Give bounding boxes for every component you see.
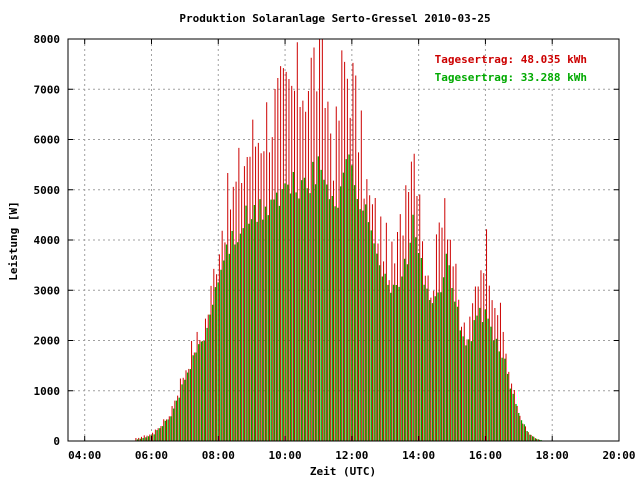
x-tick-label: 12:00 (335, 449, 368, 462)
y-tick-label: 0 (53, 435, 60, 448)
x-tick-label: 04:00 (68, 449, 101, 462)
x-tick-label: 20:00 (602, 449, 635, 462)
x-axis-label: Zeit (UTC) (310, 465, 376, 478)
y-tick-label: 8000 (34, 33, 61, 46)
chart-title: Produktion Solaranlage Serto-Gressel 201… (179, 12, 490, 25)
y-tick-label: 1000 (34, 385, 61, 398)
y-tick-label: 6000 (34, 134, 61, 147)
annotation-red-yield: Tagesertrag: 48.035 kWh (435, 53, 587, 66)
x-axis-ticks: 04:00 06:00 08:00 10:00 12:00 14:00 16:00 18:00… (68, 39, 636, 462)
x-tick-label: 14:00 (402, 449, 435, 462)
y-axis-label: Leistung [W] (7, 201, 20, 280)
x-tick-label: 16:00 (469, 449, 502, 462)
green-series-bars (136, 154, 545, 441)
x-tick-label: 08:00 (202, 449, 235, 462)
y-tick-label: 4000 (34, 234, 61, 247)
y-tick-label: 2000 (34, 335, 61, 348)
y-tick-label: 7000 (34, 83, 61, 96)
annotation-green-yield: Tagesertrag: 33.288 kWh (435, 71, 587, 84)
y-tick-label: 3000 (34, 284, 61, 297)
y-tick-label: 5000 (34, 184, 61, 197)
red-series-bars (135, 39, 543, 441)
x-tick-label: 06:00 (135, 449, 168, 462)
x-tick-label: 10:00 (268, 449, 301, 462)
x-tick-label: 18:00 (536, 449, 569, 462)
y-axis-ticks: 0 1000 2000 3000 4000 5000 6000 7000 8000 (34, 33, 619, 448)
